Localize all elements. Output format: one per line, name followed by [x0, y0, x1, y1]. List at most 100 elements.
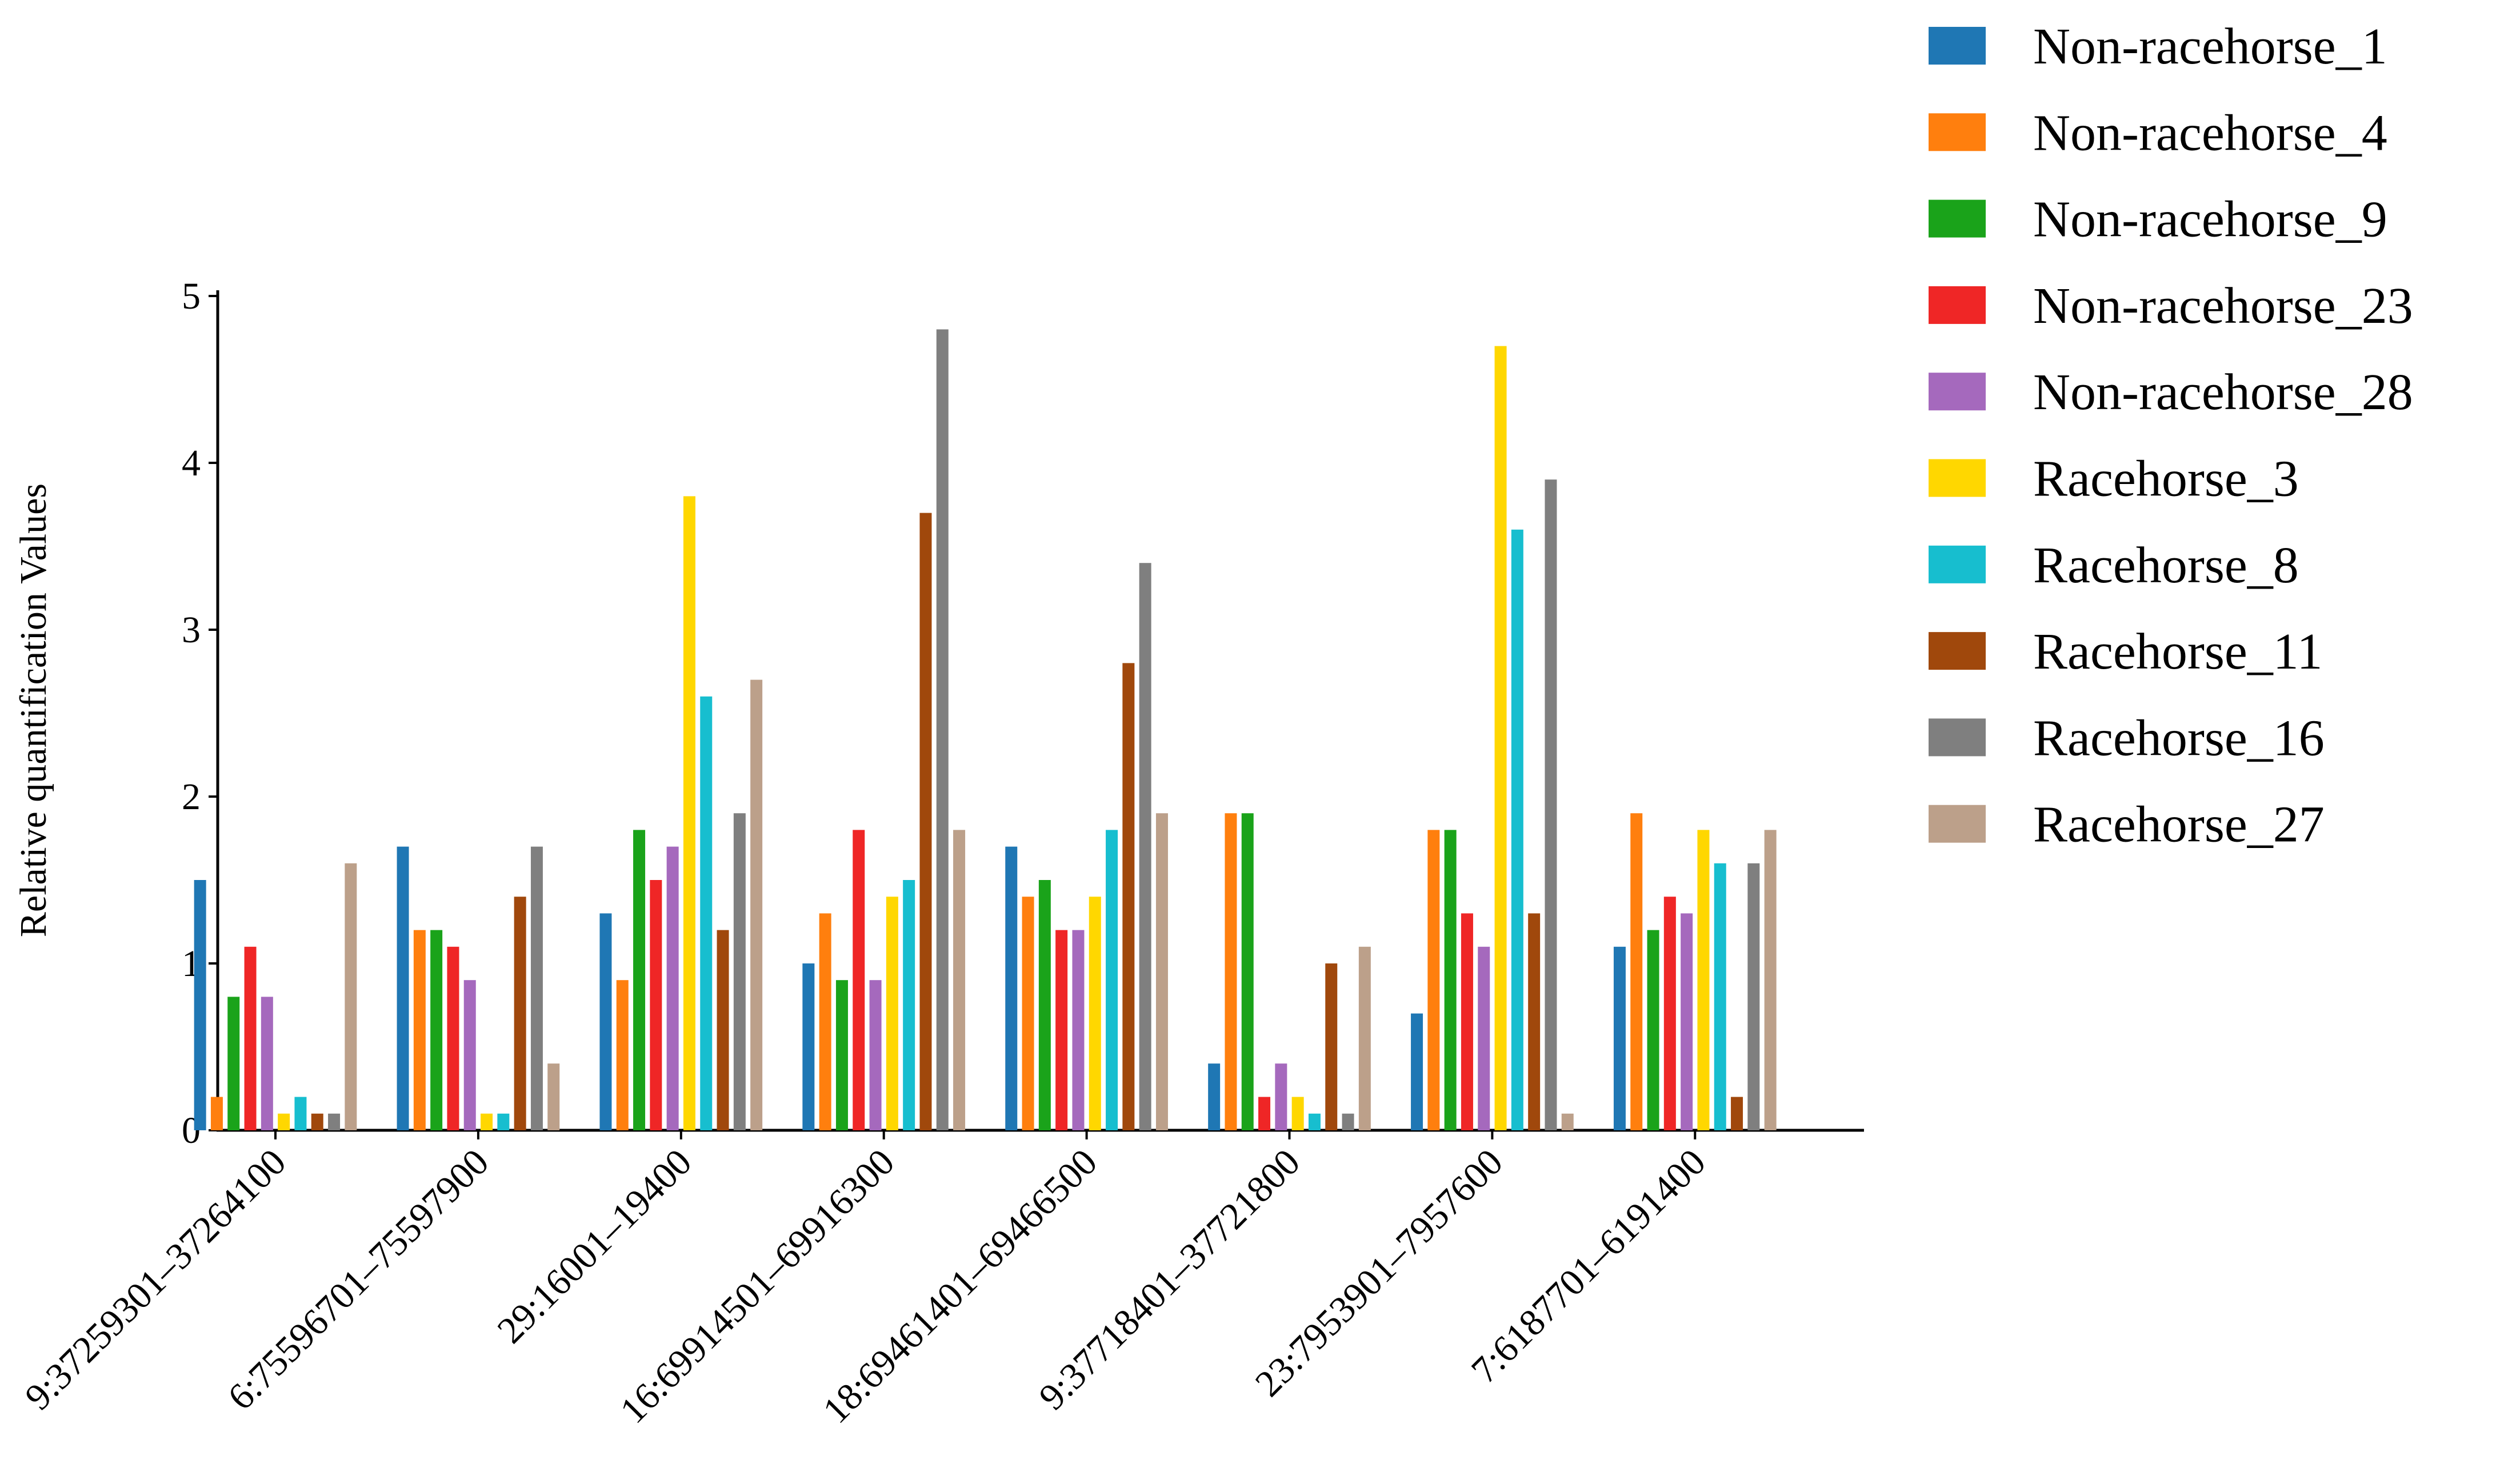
bar-Non-racehorse_1-7 — [1411, 1013, 1423, 1130]
bar-Non-racehorse_9-7 — [1444, 830, 1457, 1130]
legend-item: Non-racehorse_9 — [1929, 191, 2387, 248]
bar-Non-racehorse_4-3 — [616, 980, 629, 1130]
bar-Racehorse_27-2 — [547, 1063, 560, 1130]
bar-Racehorse_11-7 — [1528, 913, 1541, 1130]
legend-label: Non-racehorse_1 — [2033, 18, 2387, 75]
bar-Racehorse_11-6 — [1325, 963, 1338, 1130]
bar-Racehorse_3-1 — [278, 1113, 290, 1130]
bar-Non-racehorse_23-4 — [853, 830, 865, 1130]
legend-swatch — [1929, 373, 1986, 411]
legend-label: Racehorse_3 — [2033, 451, 2299, 507]
bar-Racehorse_16-8 — [1747, 863, 1760, 1130]
legend: Non-racehorse_1 Non-racehorse_4 Non-raceho… — [1929, 18, 2413, 853]
bar-Racehorse_16-2 — [530, 846, 543, 1130]
bar-Non-racehorse_4-6 — [1225, 813, 1237, 1130]
bar-Racehorse_27-7 — [1561, 1113, 1574, 1130]
bar-Non-racehorse_23-2 — [447, 946, 459, 1130]
bar-Racehorse_27-4 — [953, 830, 966, 1130]
bar-Non-racehorse_1-2 — [397, 846, 409, 1130]
bar-Racehorse_11-3 — [717, 930, 729, 1130]
y-tick-label: 2 — [182, 776, 201, 818]
legend-swatch — [1929, 286, 1986, 324]
y-tick-label: 3 — [182, 609, 201, 651]
bar-Non-racehorse_23-5 — [1055, 930, 1068, 1130]
bar-Non-racehorse_1-8 — [1613, 946, 1626, 1130]
bar-Racehorse_8-4 — [903, 880, 915, 1130]
legend-label: Non-racehorse_23 — [2033, 278, 2413, 334]
bar-Racehorse_8-3 — [700, 696, 713, 1130]
bar-Non-racehorse_1-1 — [194, 880, 206, 1130]
bar-Racehorse_16-5 — [1139, 563, 1151, 1130]
legend-item: Non-racehorse_1 — [1929, 18, 2387, 75]
bar-Racehorse_16-3 — [733, 813, 746, 1130]
bar-Non-racehorse_9-8 — [1647, 930, 1659, 1130]
bar-Non-racehorse_23-1 — [244, 946, 257, 1130]
bar-Racehorse_3-7 — [1494, 346, 1507, 1130]
bar-Racehorse_3-6 — [1291, 1097, 1304, 1130]
bar-Racehorse_11-1 — [311, 1113, 323, 1130]
bar-Racehorse_27-3 — [750, 679, 763, 1130]
bar-Racehorse_11-8 — [1731, 1097, 1743, 1130]
legend-swatch — [1929, 27, 1986, 65]
x-tick-label: 29:16001–19400 — [489, 1141, 699, 1351]
x-ticks: 9:37259301–372641006:75596701–7559790029… — [17, 1130, 1714, 1431]
bar-Non-racehorse_4-5 — [1022, 897, 1034, 1130]
legend-swatch — [1929, 718, 1986, 757]
bar-Non-racehorse_28-4 — [869, 980, 882, 1130]
legend-swatch — [1929, 805, 1986, 843]
bar-Racehorse_8-8 — [1714, 863, 1726, 1130]
bar-Non-racehorse_28-7 — [1478, 946, 1490, 1130]
bar-Non-racehorse_9-6 — [1241, 813, 1254, 1130]
bar-Non-racehorse_1-3 — [599, 913, 612, 1130]
bar-Non-racehorse_4-8 — [1630, 813, 1643, 1130]
bar-Racehorse_27-1 — [345, 863, 357, 1130]
bar-Racehorse_16-7 — [1545, 479, 1557, 1131]
legend-label: Racehorse_27 — [2033, 797, 2325, 853]
bar-Non-racehorse_9-3 — [633, 830, 646, 1130]
bar-Non-racehorse_28-2 — [463, 980, 476, 1130]
bar-Non-racehorse_28-8 — [1681, 913, 1693, 1130]
bar-Racehorse_16-1 — [328, 1113, 341, 1130]
legend-item: Racehorse_27 — [1929, 797, 2325, 853]
bar-Racehorse_11-2 — [514, 897, 526, 1130]
legend-label: Racehorse_11 — [2033, 623, 2322, 680]
bar-Non-racehorse_1-4 — [802, 963, 815, 1130]
legend-label: Non-racehorse_4 — [2033, 105, 2387, 161]
bar-Non-racehorse_23-6 — [1258, 1097, 1271, 1130]
y-tick-label: 5 — [182, 275, 201, 317]
legend-swatch — [1929, 632, 1986, 670]
bar-Racehorse_27-8 — [1764, 830, 1777, 1130]
bar-Racehorse_3-5 — [1089, 897, 1101, 1130]
bar-Non-racehorse_4-1 — [210, 1097, 223, 1130]
legend-swatch — [1929, 459, 1986, 497]
legend-item: Racehorse_11 — [1929, 623, 2322, 680]
bar-Non-racehorse_28-1 — [261, 997, 273, 1130]
legend-item: Racehorse_16 — [1929, 710, 2325, 766]
bar-Racehorse_3-3 — [683, 496, 695, 1130]
bar-Racehorse_8-1 — [294, 1097, 307, 1130]
legend-swatch — [1929, 113, 1986, 151]
bar-Racehorse_3-2 — [481, 1113, 493, 1130]
bar-Racehorse_27-6 — [1358, 946, 1371, 1130]
bar-Racehorse_11-5 — [1122, 663, 1135, 1130]
bar-Non-racehorse_9-4 — [835, 980, 848, 1130]
legend-item: Racehorse_8 — [1929, 537, 2299, 594]
bar-Non-racehorse_4-4 — [819, 913, 831, 1130]
y-tick-label: 4 — [182, 442, 201, 484]
bars — [194, 329, 1777, 1131]
legend-label: Racehorse_16 — [2033, 710, 2325, 766]
legend-label: Racehorse_8 — [2033, 537, 2299, 594]
legend-item: Racehorse_3 — [1929, 451, 2299, 507]
legend-item: Non-racehorse_23 — [1929, 278, 2413, 334]
legend-swatch — [1929, 199, 1986, 238]
bar-Non-racehorse_4-2 — [413, 930, 426, 1130]
bar-Racehorse_16-6 — [1342, 1113, 1354, 1130]
legend-item: Non-racehorse_4 — [1929, 105, 2387, 161]
bar-Non-racehorse_9-5 — [1038, 880, 1051, 1130]
legend-swatch — [1929, 545, 1986, 583]
bar-Non-racehorse_4-7 — [1427, 830, 1440, 1130]
bar-Non-racehorse_23-8 — [1663, 897, 1676, 1130]
bar-Non-racehorse_28-3 — [666, 846, 679, 1130]
bar-Racehorse_3-8 — [1697, 830, 1710, 1130]
bar-Racehorse_11-4 — [919, 513, 932, 1130]
